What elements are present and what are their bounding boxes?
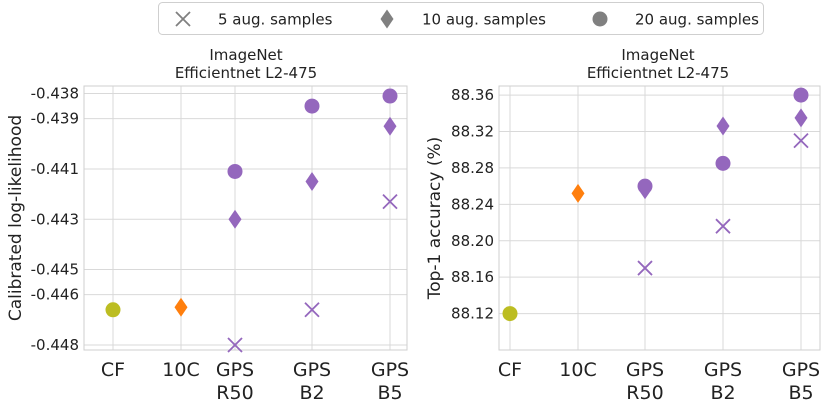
- data-point-circle: [382, 88, 398, 104]
- data-point-circle: [793, 87, 809, 103]
- legend: 5 aug. samples 10 aug. samples 20 aug. sam…: [158, 2, 764, 35]
- y-tick-label: 88.32: [451, 123, 494, 141]
- data-point-diamond: [383, 116, 397, 136]
- x-tick-label: CF: [101, 359, 125, 381]
- x-tick-label: B2: [299, 382, 324, 404]
- x-tick-label: GPS: [782, 359, 820, 381]
- x-tick-label: B5: [788, 382, 813, 404]
- x-tick-label: 10C: [559, 359, 596, 381]
- y-tick-label: -0.448: [31, 336, 79, 354]
- legend-frame: [158, 2, 764, 35]
- y-tick-label: 88.12: [451, 305, 494, 323]
- data-point-diamond: [794, 108, 808, 128]
- x-tick-label: CF: [498, 359, 522, 381]
- x-tick-label: B2: [710, 382, 735, 404]
- legend-marker-circle: [592, 11, 608, 27]
- legend-marker-diamond: [380, 9, 394, 29]
- y-tick-label: -0.438: [31, 85, 79, 103]
- data-point-x: [715, 218, 731, 234]
- y-tick-label: -0.446: [31, 286, 79, 304]
- data-point-x: [382, 194, 398, 210]
- data-point-diamond: [571, 183, 585, 203]
- x-tick-label: GPS: [216, 359, 254, 381]
- y-tick-label: 88.20: [451, 232, 494, 250]
- x-tick-label: GPS: [626, 359, 664, 381]
- data-point-diamond: [305, 172, 319, 192]
- legend-label: 5 aug. samples: [218, 11, 333, 29]
- chart-title: ImageNet: [621, 46, 694, 64]
- data-point-x: [793, 132, 809, 149]
- data-point-x: [304, 302, 320, 318]
- data-point-x: [637, 260, 653, 276]
- x-tick-label: R50: [626, 382, 663, 404]
- y-axis-label: Top-1 accuracy (%): [425, 137, 445, 301]
- y-tick-label: 88.24: [451, 195, 494, 213]
- x-tick-label: R50: [216, 382, 253, 404]
- chart-top1-accuracy: 88.12 88.16 88.20 88.24 88.28 88.32 88.36 CF 10C…: [425, 46, 821, 404]
- y-tick-label: 88.16: [451, 268, 494, 286]
- x-tick-label: B5: [377, 382, 402, 404]
- data-point-circle: [105, 302, 121, 318]
- legend-label: 10 aug. samples: [422, 11, 546, 29]
- legend-label: 20 aug. samples: [635, 11, 759, 29]
- data-point-circle: [304, 98, 320, 114]
- legend-marker-x: [175, 11, 191, 27]
- y-tick-label: -0.445: [31, 261, 79, 279]
- y-tick-label: 88.28: [451, 159, 494, 177]
- y-tick-label: -0.443: [31, 210, 79, 228]
- data-point-circle: [715, 155, 731, 171]
- data-point-diamond: [174, 297, 188, 317]
- y-tick-label: 88.36: [451, 86, 494, 104]
- plot-frame: [83, 85, 408, 351]
- y-axis-label: Calibrated log-likelihood: [6, 115, 26, 321]
- data-point-x: [227, 337, 243, 353]
- data-point-circle: [227, 163, 243, 179]
- chart-log-likelihood: -0.448 -0.446 -0.445 -0.443 -0.441 -0.439 -0.4…: [6, 46, 409, 404]
- x-tick-label: GPS: [704, 359, 742, 381]
- x-tick-label: GPS: [371, 359, 409, 381]
- chart-subtitle: Efficientnet L2-475: [587, 64, 729, 82]
- data-point-diamond: [228, 209, 242, 229]
- data-point-diamond: [716, 116, 730, 136]
- y-tick-label: -0.441: [31, 160, 79, 178]
- y-tick-label: -0.439: [31, 110, 79, 128]
- plot-frame: [498, 85, 821, 351]
- data-point-circle: [502, 306, 518, 322]
- chart-title: ImageNet: [209, 46, 282, 64]
- x-tick-label: 10C: [162, 359, 199, 381]
- data-point-circle: [637, 178, 653, 194]
- chart-subtitle: Efficientnet L2-475: [175, 64, 317, 82]
- x-tick-label: GPS: [293, 359, 331, 381]
